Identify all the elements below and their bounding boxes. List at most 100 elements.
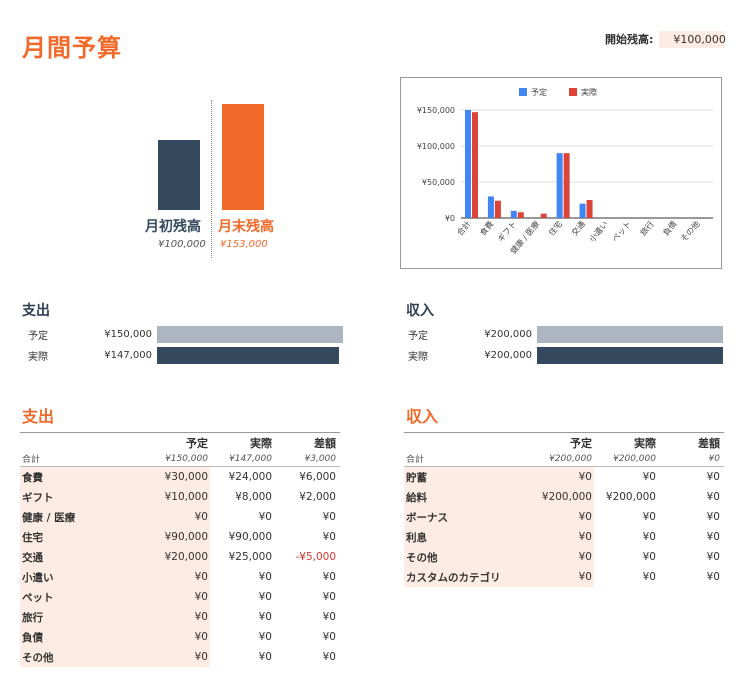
expense-summary-heading: 支出 — [22, 303, 50, 319]
income-summary-label: 実際 — [408, 351, 428, 363]
legend-label-budget: 予定 — [531, 87, 547, 97]
col-actual: 実際 — [634, 437, 656, 450]
diff-cell: ¥0 — [706, 551, 720, 563]
category-cell[interactable]: その他 — [20, 647, 150, 667]
budget-cell[interactable]: ¥200,000 — [534, 487, 594, 507]
category-cell[interactable]: 給料 — [404, 487, 534, 507]
category-cell[interactable]: その他 — [404, 547, 534, 567]
category-cell[interactable]: 利息 — [404, 527, 534, 547]
expense-table: 予定 実際 差額 合計 ¥150,000 ¥147,000 ¥3,000 食費 ¥30,000 ¥… — [20, 432, 340, 667]
start-balance-input[interactable]: ¥100,000 — [659, 30, 726, 48]
bar-budget — [510, 210, 517, 218]
table-row: ペット ¥0 ¥0 ¥0 — [20, 587, 340, 607]
table-row: ボーナス ¥0 ¥0 ¥0 — [404, 507, 724, 527]
actual-cell: ¥8,000 — [235, 491, 272, 503]
category-cell[interactable]: 負債 — [20, 627, 150, 647]
legend-label-actual: 実際 — [581, 87, 597, 97]
budget-cell[interactable]: ¥20,000 — [150, 547, 210, 567]
diff-cell: ¥0 — [322, 511, 336, 523]
table-row: 給料 ¥200,000 ¥200,000 ¥0 — [404, 487, 724, 507]
actual-cell: ¥0 — [642, 551, 656, 563]
expense-table-heading: 支出 — [22, 407, 55, 426]
table-row: 旅行 ¥0 ¥0 ¥0 — [20, 607, 340, 627]
table-row: 小遣い ¥0 ¥0 ¥0 — [20, 567, 340, 587]
x-tick-label: ペット — [611, 220, 633, 244]
budget-cell[interactable]: ¥0 — [150, 587, 210, 607]
expense-summary-label: 予定 — [28, 330, 48, 342]
category-cell[interactable]: 住宅 — [20, 527, 150, 547]
budget-cell[interactable]: ¥0 — [150, 627, 210, 647]
income-table-heading: 収入 — [406, 407, 439, 426]
budget-cell[interactable]: ¥0 — [534, 507, 594, 527]
y-tick-label: ¥150,000 — [417, 106, 455, 115]
budget-cell[interactable]: ¥30,000 — [150, 467, 210, 487]
category-cell[interactable]: 交通 — [20, 547, 150, 567]
category-cell[interactable]: ボーナス — [404, 507, 534, 527]
actual-cell: ¥0 — [258, 651, 272, 663]
total-diff: ¥3,000 — [304, 453, 337, 464]
expense-summary-bar — [157, 346, 340, 364]
category-cell[interactable]: 健康 / 医療 — [20, 507, 150, 527]
expense-summary-value: ¥150,000 — [104, 328, 152, 340]
budget-cell[interactable]: ¥10,000 — [150, 487, 210, 507]
budget-chart[interactable]: ¥0 ¥50,000 ¥100,000 ¥150,000 予定 実際 合計 食費 ギフト 健康 /… — [400, 77, 722, 269]
category-cell[interactable]: カスタムのカテゴリ — [404, 567, 534, 587]
bar-actual — [540, 213, 547, 218]
table-header: 予定 実際 差額 — [404, 433, 724, 451]
budget-cell[interactable]: ¥0 — [150, 567, 210, 587]
table-top-rule — [20, 432, 340, 433]
y-tick-label: ¥0 — [445, 214, 455, 223]
bar-budget — [465, 110, 471, 218]
category-cell[interactable]: 食費 — [20, 467, 150, 487]
table-header: 予定 実際 差額 — [20, 433, 340, 451]
actual-cell: ¥0 — [642, 511, 656, 523]
diff-cell: ¥0 — [322, 631, 336, 643]
budget-cell[interactable]: ¥0 — [150, 507, 210, 527]
x-tick-label: ギフト — [496, 220, 518, 244]
category-cell[interactable]: ペット — [20, 587, 150, 607]
total-budget: ¥200,000 — [549, 453, 592, 464]
budget-cell[interactable]: ¥0 — [534, 467, 594, 487]
diff-cell: ¥0 — [706, 511, 720, 523]
budget-cell[interactable]: ¥0 — [150, 607, 210, 627]
x-tick-label: その他 — [679, 219, 702, 244]
actual-cell: ¥0 — [642, 531, 656, 543]
x-tick-label: 負債 — [661, 219, 679, 238]
total-actual: ¥147,000 — [229, 453, 272, 464]
table-row: その他 ¥0 ¥0 ¥0 — [20, 647, 340, 667]
bar-actual — [494, 200, 501, 218]
budget-cell[interactable]: ¥0 — [534, 547, 594, 567]
start-balance: 開始残高: ¥100,000 — [605, 30, 726, 48]
category-cell[interactable]: 旅行 — [20, 607, 150, 627]
budget-cell[interactable]: ¥90,000 — [150, 527, 210, 547]
budget-cell[interactable]: ¥0 — [150, 647, 210, 667]
x-tick-label: 住宅 — [546, 219, 564, 238]
expense-summary-row: 予定 ¥150,000 — [28, 325, 343, 343]
diff-cell: ¥0 — [322, 531, 336, 543]
category-cell[interactable]: ギフト — [20, 487, 150, 507]
table-row: ギフト ¥10,000 ¥8,000 ¥2,000 — [20, 487, 340, 507]
actual-cell: ¥0 — [258, 591, 272, 603]
category-cell[interactable]: 貯蓄 — [404, 467, 534, 487]
total-actual: ¥200,000 — [613, 453, 656, 464]
category-cell[interactable]: 小遣い — [20, 567, 150, 587]
actual-cell: ¥0 — [258, 511, 272, 523]
start-balance-label: 開始残高: — [605, 33, 654, 46]
x-tick-label: 旅行 — [638, 219, 656, 238]
table-row: 住宅 ¥90,000 ¥90,000 ¥0 — [20, 527, 340, 547]
diff-cell: -¥5,000 — [295, 551, 336, 563]
table-row: 貯蓄 ¥0 ¥0 ¥0 — [404, 467, 724, 487]
bar-budget — [487, 196, 494, 218]
budget-cell[interactable]: ¥0 — [534, 527, 594, 547]
diff-cell: ¥0 — [322, 571, 336, 583]
x-tick-label: 合計 — [455, 219, 473, 238]
diff-cell: ¥0 — [706, 531, 720, 543]
actual-cell: ¥25,000 — [228, 551, 272, 563]
income-summary-value: ¥200,000 — [484, 349, 532, 361]
start-balance-bar — [158, 140, 200, 210]
table-row: 健康 / 医療 ¥0 ¥0 ¥0 — [20, 507, 340, 527]
diff-cell: ¥0 — [706, 571, 720, 583]
budget-cell[interactable]: ¥0 — [534, 567, 594, 587]
legend-swatch-budget — [519, 88, 527, 96]
